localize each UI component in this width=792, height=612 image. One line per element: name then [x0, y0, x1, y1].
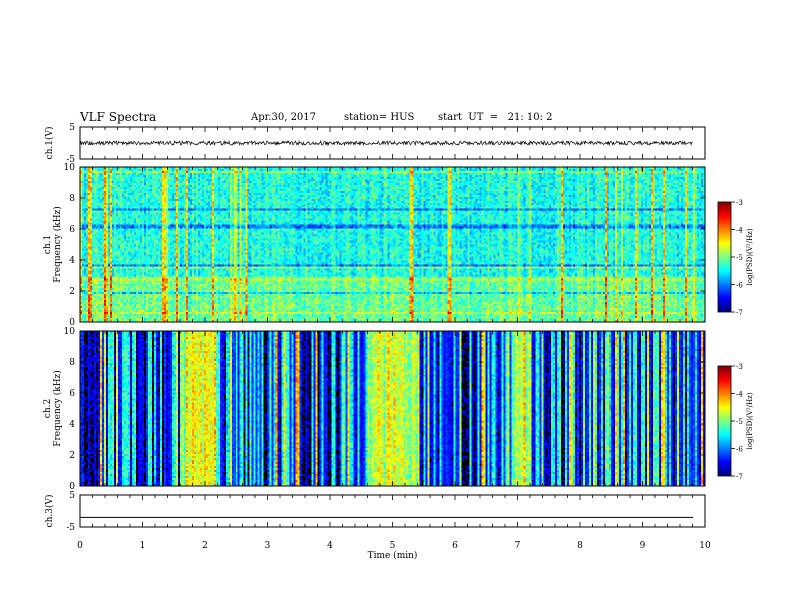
ch1-spectrogram-ytick-label: 0 [69, 318, 75, 328]
date-label: Apr.30, 2017 [251, 112, 317, 123]
ch2-spectrogram-colorbar-tick-label: -4 [736, 391, 743, 399]
ch2-spectrogram-colorbar-tick-label: -5 [736, 418, 743, 426]
x-tick-label: 10 [699, 541, 711, 551]
ch2-spectrogram-image [80, 331, 705, 486]
x-tick-label: 5 [390, 541, 396, 551]
ch1-spectrogram-ytick-label: 10 [64, 163, 76, 173]
x-tick-label: 2 [202, 541, 208, 551]
ch1-waveform-ytick-label: 5 [69, 123, 75, 133]
ch1-spectrogram-ytick-label: 2 [69, 287, 75, 297]
ch1-waveform-ylabel: ch.1(V) [44, 127, 55, 160]
x-tick-label: 6 [452, 541, 458, 551]
ch2-spectrogram-ytick-label: 8 [69, 358, 75, 368]
ch1-spectrogram-channel-label: ch.1 [43, 235, 53, 254]
ch1-spectrogram-ytick-label: 4 [69, 256, 75, 266]
ch1-spectrogram-colorbar-frame [717, 201, 732, 313]
ch2-spectrogram-ylabel: Frequency (kHz) [52, 370, 63, 447]
ch1-spectrogram-image [80, 167, 705, 322]
x-tick-label: 4 [327, 541, 333, 551]
ch2-spectrogram-ytick-label: 10 [64, 327, 76, 337]
x-tick-label: 0 [77, 541, 83, 551]
ch2-spectrogram-colorbar-tick-label: -6 [736, 446, 743, 454]
ch1-spectrogram-colorbar-tick-label: -3 [736, 199, 743, 207]
ch2-spectrogram-ytick-label: 6 [69, 389, 75, 399]
ch1-spectrogram-colorbar-tick-label: -5 [736, 254, 743, 262]
ch3-waveform-ytick-label: 5 [69, 491, 75, 501]
ch2-spectrogram-colorbar-label: log(PSD)(V²/Hz) [746, 392, 754, 449]
ch1-spectrogram-ylabel: Frequency (kHz) [52, 206, 63, 283]
x-axis-label: Time (min) [368, 550, 418, 561]
start-time-label: start UT = 21: 10: 2 [438, 112, 553, 123]
ch1-spectrogram-frame [79, 166, 706, 323]
ch1-spectrogram-colorbar-tick-label: -4 [736, 227, 743, 235]
ch1-spectrogram-colorbar-tick-label: -7 [736, 309, 743, 317]
x-tick-label: 3 [265, 541, 271, 551]
ch2-spectrogram-colorbar-frame [717, 365, 732, 477]
ch2-spectrogram-channel-label: ch.2 [43, 399, 53, 418]
ch3-waveform-ylabel: ch.3(V) [44, 495, 55, 528]
figure-title: VLF Spectra [80, 110, 157, 124]
ch1-waveform-ytick-label: -5 [66, 155, 75, 165]
x-tick-label: 1 [140, 541, 146, 551]
ch1-waveform-trace [79, 139, 693, 147]
x-tick-label: 7 [515, 541, 521, 551]
x-tick-label: 8 [577, 541, 583, 551]
ch2-spectrogram-ytick-label: 0 [69, 482, 75, 492]
ch2-spectrogram-colorbar-tick-label: -3 [736, 363, 743, 371]
station-label: station= HUS [344, 112, 415, 123]
x-tick-label: 9 [640, 541, 646, 551]
ch2-spectrogram-colorbar-tick-label: -7 [736, 473, 743, 481]
ch1-spectrogram-colorbar-tick-label: -6 [736, 282, 743, 290]
ch2-spectrogram-ytick-label: 2 [69, 451, 75, 461]
ch2-colorbar-image [718, 366, 731, 476]
ch2-spectrogram-ytick-label: 4 [69, 420, 75, 430]
ch3-waveform-ytick-label: -5 [66, 523, 75, 533]
ch1-colorbar-image [718, 202, 731, 312]
ch1-spectrogram-ytick-label: 8 [69, 194, 75, 204]
ch2-spectrogram-frame [79, 330, 706, 487]
ch1-spectrogram-ytick-label: 6 [69, 225, 75, 235]
ch1-spectrogram-colorbar-label: log(PSD)(V²/Hz) [746, 228, 754, 285]
